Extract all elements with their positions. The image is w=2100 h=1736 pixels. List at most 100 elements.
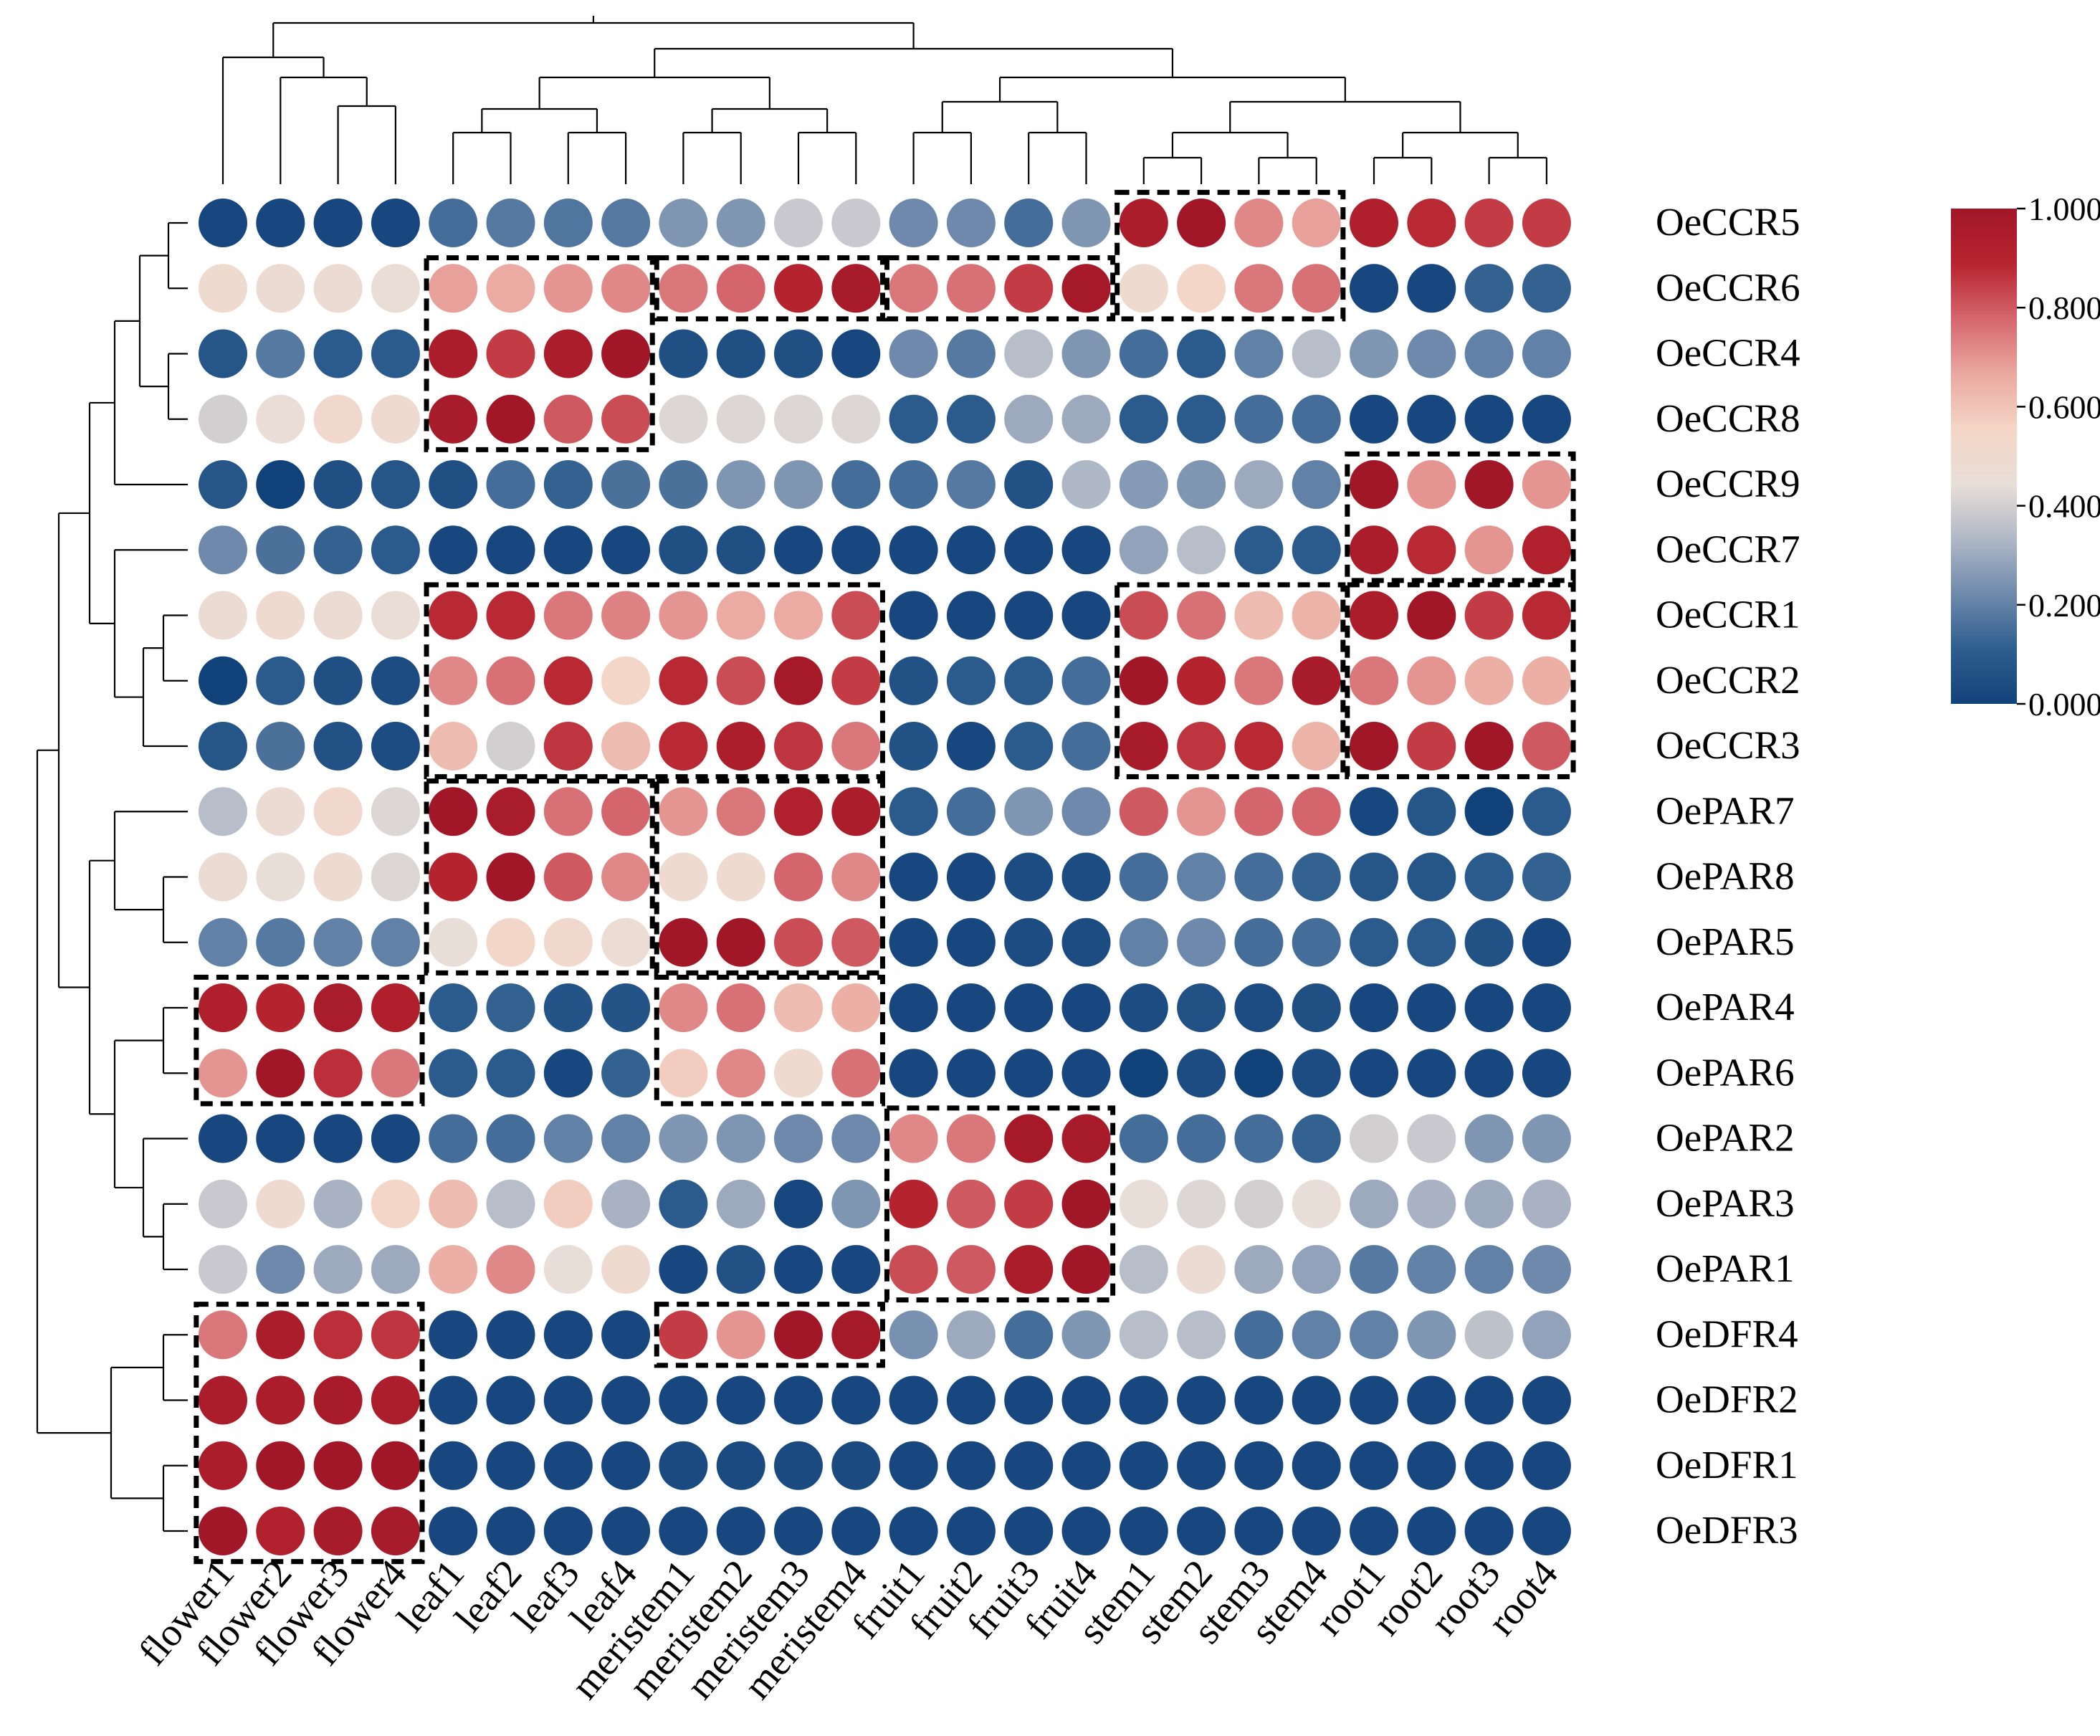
dot-OeCCR9-fruit4 bbox=[1061, 460, 1111, 509]
dot-OeCCR1-flower3 bbox=[313, 591, 363, 640]
dot-OeCCR8-fruit2 bbox=[946, 394, 996, 444]
highlight-box-6 bbox=[424, 582, 885, 780]
dot-OeCCR5-root3 bbox=[1464, 199, 1514, 247]
dot-OePAR4-leaf4 bbox=[601, 983, 651, 1032]
dot-OeCCR7-root3 bbox=[1464, 525, 1514, 575]
dot-OeDFR1-stem3 bbox=[1234, 1441, 1284, 1490]
dot-OeDFR1-meristem4 bbox=[831, 1441, 881, 1490]
dot-OeCCR2-meristem1 bbox=[659, 656, 708, 705]
dot-OeCCR5-fruit4 bbox=[1061, 199, 1111, 247]
dot-OePAR3-stem2 bbox=[1177, 1179, 1226, 1229]
dot-OeDFR1-meristem2 bbox=[716, 1441, 765, 1490]
dot-OeCCR1-stem2 bbox=[1177, 591, 1226, 640]
dot-OePAR3-fruit4 bbox=[1061, 1179, 1111, 1229]
dot-OeCCR5-flower2 bbox=[256, 199, 305, 247]
dot-OeCCR5-meristem4 bbox=[831, 199, 881, 247]
dot-OeCCR8-leaf2 bbox=[486, 394, 535, 444]
dot-OeCCR4-leaf1 bbox=[429, 329, 478, 378]
dot-OeCCR6-flower4 bbox=[371, 264, 420, 313]
dot-OePAR5-fruit2 bbox=[946, 917, 996, 967]
dot-OeDFR2-flower4 bbox=[371, 1375, 420, 1425]
dot-OeCCR2-fruit1 bbox=[889, 656, 938, 705]
dot-OeCCR4-meristem1 bbox=[659, 329, 708, 378]
dot-OeCCR9-leaf3 bbox=[543, 460, 593, 509]
dot-OeDFR1-root2 bbox=[1407, 1441, 1456, 1490]
dot-OeCCR9-flower1 bbox=[199, 460, 247, 509]
dot-OeDFR1-fruit1 bbox=[889, 1441, 938, 1490]
dot-OeCCR3-meristem3 bbox=[774, 722, 823, 771]
dot-OeCCR5-root4 bbox=[1522, 199, 1571, 247]
dot-OeDFR1-meristem1 bbox=[659, 1441, 708, 1490]
row-dendrogram-branch bbox=[142, 1138, 188, 1238]
dot-OeDFR1-root1 bbox=[1350, 1441, 1398, 1490]
dot-OeCCR6-root3 bbox=[1464, 264, 1514, 313]
dot-OePAR8-stem2 bbox=[1177, 852, 1226, 902]
dot-OeDFR2-leaf1 bbox=[429, 1375, 478, 1425]
dot-OePAR4-fruit2 bbox=[946, 983, 996, 1032]
dot-OePAR6-flower2 bbox=[256, 1049, 305, 1098]
dot-OeDFR3-flower1 bbox=[199, 1507, 247, 1555]
dot-OeCCR1-root2 bbox=[1407, 591, 1456, 640]
dot-OeCCR3-root2 bbox=[1407, 722, 1456, 771]
dot-OeDFR4-flower2 bbox=[256, 1310, 305, 1360]
dot-OeCCR6-root4 bbox=[1522, 264, 1571, 313]
dot-OeDFR1-flower3 bbox=[313, 1441, 363, 1490]
dot-OeCCR8-leaf3 bbox=[543, 394, 593, 444]
dot-OeDFR4-leaf3 bbox=[543, 1310, 593, 1360]
dot-OePAR5-fruit3 bbox=[1004, 917, 1054, 967]
dot-OeCCR2-flower4 bbox=[371, 656, 420, 705]
dot-OeCCR3-flower4 bbox=[371, 722, 420, 771]
dot-OePAR7-root2 bbox=[1407, 787, 1456, 836]
dot-OePAR2-root1 bbox=[1350, 1114, 1398, 1163]
dot-OeCCR2-meristem4 bbox=[831, 656, 881, 705]
dot-OeDFR4-root3 bbox=[1464, 1310, 1514, 1360]
dot-OeCCR5-meristem1 bbox=[659, 199, 708, 247]
dot-OePAR1-flower4 bbox=[371, 1245, 420, 1294]
dot-OePAR3-fruit2 bbox=[946, 1179, 996, 1229]
row-label-OePAR4: OePAR4 bbox=[1656, 985, 1795, 1029]
dot-OeDFR2-root1 bbox=[1350, 1375, 1398, 1425]
dot-OeCCR1-meristem2 bbox=[716, 591, 765, 640]
dot-OePAR2-meristem2 bbox=[716, 1114, 765, 1163]
row-dendrogram-branch bbox=[167, 221, 188, 290]
dot-OeCCR9-root4 bbox=[1522, 460, 1571, 509]
dot-OeCCR1-meristem1 bbox=[659, 591, 708, 640]
dot-OePAR3-flower3 bbox=[313, 1179, 363, 1229]
highlight-box-2 bbox=[424, 255, 655, 452]
dot-OePAR1-stem2 bbox=[1177, 1245, 1226, 1294]
highlight-box-11 bbox=[194, 974, 425, 1107]
dot-OeCCR3-leaf2 bbox=[486, 722, 535, 771]
column-dendrogram-branch bbox=[481, 108, 598, 133]
dot-OeCCR4-fruit3 bbox=[1004, 329, 1054, 378]
dot-OeDFR3-root2 bbox=[1407, 1507, 1456, 1555]
row-label-OePAR5: OePAR5 bbox=[1656, 920, 1795, 963]
dot-OeDFR3-fruit1 bbox=[889, 1507, 938, 1555]
dot-OePAR2-fruit4 bbox=[1061, 1114, 1111, 1163]
dot-OeCCR1-root1 bbox=[1350, 591, 1398, 640]
dot-OeCCR3-meristem4 bbox=[831, 722, 881, 771]
dot-OeDFR4-stem3 bbox=[1234, 1310, 1284, 1360]
dot-OeDFR4-leaf2 bbox=[486, 1310, 535, 1360]
dot-OeDFR3-meristem2 bbox=[716, 1507, 765, 1555]
dot-OeCCR6-stem1 bbox=[1119, 264, 1168, 313]
dot-OePAR7-flower1 bbox=[199, 787, 247, 836]
dot-OeCCR3-leaf1 bbox=[429, 722, 478, 771]
dot-OeCCR7-fruit1 bbox=[889, 525, 938, 575]
dot-OeCCR1-stem3 bbox=[1234, 591, 1284, 640]
dot-OeDFR1-leaf2 bbox=[486, 1441, 535, 1490]
highlight-box-13 bbox=[884, 1105, 1116, 1303]
dot-OePAR1-leaf4 bbox=[601, 1245, 651, 1294]
dot-OeCCR8-meristem4 bbox=[831, 394, 881, 444]
dot-OeCCR2-meristem3 bbox=[774, 656, 823, 705]
dot-OePAR5-stem3 bbox=[1234, 917, 1284, 967]
dot-OeCCR3-stem2 bbox=[1177, 722, 1226, 771]
dot-OeCCR1-flower1 bbox=[199, 591, 247, 640]
dot-OePAR4-stem2 bbox=[1177, 983, 1226, 1032]
dot-OePAR3-leaf1 bbox=[429, 1179, 478, 1229]
row-label-OeCCR9: OeCCR9 bbox=[1656, 462, 1800, 505]
dot-OeDFR4-root2 bbox=[1407, 1310, 1456, 1360]
dot-OePAR8-root1 bbox=[1350, 852, 1398, 902]
dot-OeDFR2-meristem2 bbox=[716, 1375, 765, 1425]
highlight-box-12 bbox=[654, 974, 885, 1107]
dot-OeCCR7-stem2 bbox=[1177, 525, 1226, 575]
